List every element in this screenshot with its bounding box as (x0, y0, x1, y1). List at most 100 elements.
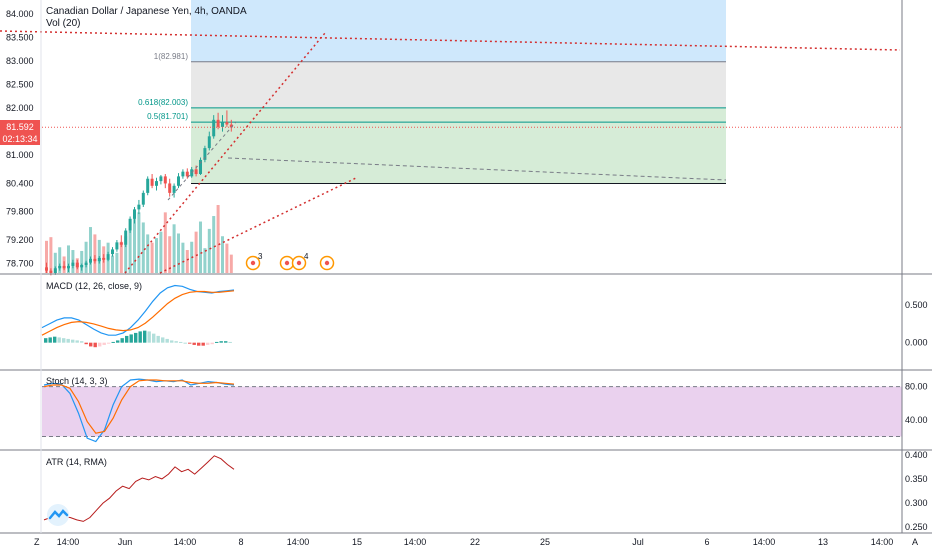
candle-body (203, 148, 207, 160)
symbol-title: Canadian Dollar / Japanese Yen, 4h, OAND… (46, 6, 247, 17)
volume-bar (89, 227, 92, 273)
volume-bar (221, 236, 224, 273)
macd-histogram-bar (62, 338, 66, 343)
stoch-pane[interactable] (42, 378, 902, 443)
volume-bar (119, 241, 123, 273)
event-marker-dot (296, 260, 302, 266)
fib-zone-lower (191, 107, 726, 184)
candle-body (150, 178, 154, 186)
event-marker-dot (250, 260, 256, 266)
candle-body (75, 262, 79, 268)
candle-body (115, 242, 119, 250)
volume-bar (58, 247, 62, 273)
time-tick-label: 14:00 (174, 537, 197, 547)
volume-bar (128, 230, 132, 273)
candle-body (225, 122, 229, 125)
tradingview-logo-icon[interactable] (47, 504, 69, 526)
candle-body (172, 185, 176, 193)
candle-body (67, 265, 70, 269)
macd-histogram-bar (125, 335, 129, 343)
macd-histogram-bar (174, 341, 178, 343)
volume-bar (159, 231, 163, 273)
macd-histogram-bar (215, 341, 219, 343)
atr-pane[interactable] (43, 455, 235, 522)
volume-bar (111, 255, 114, 273)
price-tick-label: 79.200 (6, 235, 34, 245)
volume-bar (146, 234, 150, 273)
macd-pane[interactable] (41, 284, 235, 348)
current-price-label: 81.592 (6, 122, 34, 132)
fib-anchor-line (167, 121, 237, 201)
candle-body (146, 178, 150, 193)
time-tick-label: 14:00 (871, 537, 894, 547)
time-tick-label: 25 (540, 537, 550, 547)
stoch-d-line (43, 379, 235, 434)
volume-legend: Vol (20) (46, 18, 80, 29)
volume-bar (229, 254, 233, 273)
time-tick-label: 14:00 (57, 537, 80, 547)
atr-tick-label: 0.400 (905, 450, 928, 460)
macd-histogram-bar (102, 342, 106, 345)
volume-bar (185, 250, 189, 273)
atr-tick-label: 0.350 (905, 474, 928, 484)
time-tick-label: 14:00 (753, 537, 776, 547)
macd-histogram-bar (188, 342, 192, 344)
scale-auto-button[interactable]: A (912, 537, 918, 547)
macd-histogram-bar (165, 338, 169, 343)
atr-tick-label: 0.300 (905, 498, 928, 508)
macd-histogram-bar (120, 338, 124, 343)
volume-bar (141, 222, 145, 273)
fibonacci-zone[interactable]: 1(82.981) 0.618(82.003) 0.5(81.701) (138, 0, 726, 184)
macd-histogram-bar (179, 341, 183, 343)
support-trendline-steep (124, 32, 326, 274)
volume-bar (172, 224, 176, 273)
candle-body (163, 176, 167, 184)
time-tick-label: 15 (352, 537, 362, 547)
event-marker-dot (324, 260, 330, 266)
stoch-tick-label: 80.00 (905, 382, 928, 392)
trend-lines[interactable] (0, 30, 901, 274)
atr-tick-label: 0.250 (905, 522, 928, 532)
macd-histogram-bar (201, 342, 205, 346)
price-series[interactable] (42, 110, 902, 276)
atr-line (43, 455, 235, 522)
fib-zone-middle (191, 61, 726, 108)
candle-body (212, 119, 216, 137)
fib-zone-upper (191, 0, 726, 62)
projection-line (227, 157, 727, 181)
time-tick-label: Jul (632, 537, 644, 547)
volume-bar (53, 252, 57, 273)
volume-bar (216, 205, 220, 273)
volume-bar (155, 238, 158, 273)
candle-body (137, 204, 141, 210)
volume-bar (207, 228, 211, 273)
macd-histogram-bar (206, 342, 210, 345)
price-tick-label: 78.700 (6, 259, 34, 269)
macd-histogram-bar (111, 341, 115, 343)
price-tick-label: 83.500 (6, 32, 34, 42)
time-tick-label: 14:00 (404, 537, 427, 547)
scale-z-button[interactable]: Z (34, 537, 40, 547)
current-price-badge (0, 120, 40, 145)
macd-histogram-bar (93, 342, 97, 348)
macd-histogram-bar (170, 340, 174, 343)
volume-bar (163, 212, 167, 273)
candle-body (181, 171, 185, 177)
candle-body (71, 262, 75, 266)
macd-histogram-bar (143, 330, 147, 343)
candle-body (159, 176, 163, 182)
macd-histogram-bar (48, 337, 52, 343)
support-trendline-shallow (159, 177, 357, 274)
volume-bar (80, 250, 84, 273)
candle-body (53, 268, 57, 273)
volume-bar (225, 243, 229, 273)
volume-bar (177, 233, 180, 273)
volume-bar (137, 212, 141, 273)
candle-body (185, 171, 189, 177)
volume-bar (181, 242, 185, 273)
macd-histogram-bar (224, 341, 228, 343)
candle-body (97, 257, 101, 262)
